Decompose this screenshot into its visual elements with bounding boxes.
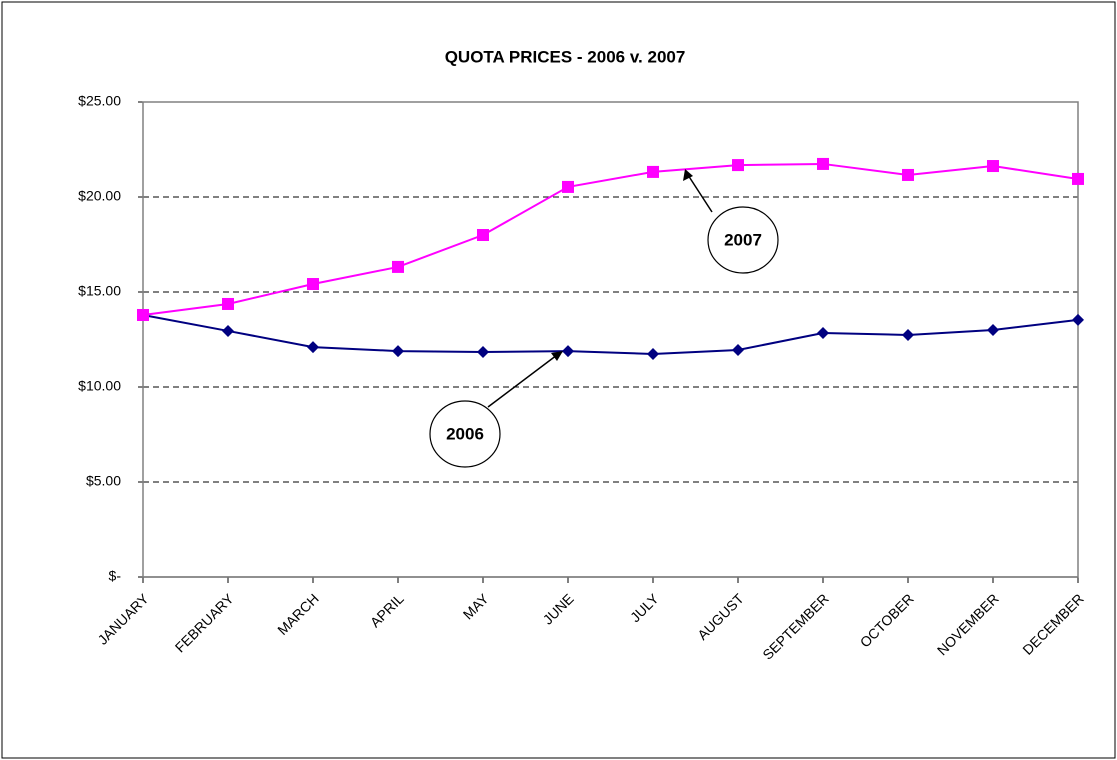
plot-border <box>142 101 1079 578</box>
y-tick-label: $20.00 <box>78 188 121 204</box>
arrow-head <box>683 169 693 181</box>
marker <box>902 168 914 181</box>
annotation-circle <box>429 400 501 468</box>
marker <box>392 345 404 358</box>
y-tick-label: $10.00 <box>78 378 121 394</box>
marker <box>222 297 234 310</box>
marker <box>477 346 489 359</box>
series-line <box>142 314 1079 355</box>
marker <box>902 328 914 341</box>
y-tick-label: $15.00 <box>78 283 121 299</box>
marker <box>1072 313 1084 326</box>
annotation-arrow <box>687 174 713 213</box>
y-tick-label: $- <box>109 568 122 584</box>
marker <box>987 160 999 173</box>
y-tick-label: $5.00 <box>86 473 121 489</box>
marker <box>137 308 149 321</box>
marker <box>647 165 659 178</box>
series-group <box>137 157 1084 360</box>
chart-title: QUOTA PRICES - 2006 v. 2007 <box>445 47 686 66</box>
marker <box>562 345 574 358</box>
marker <box>732 159 744 172</box>
annotation-arrow <box>487 354 558 408</box>
arrow-head <box>551 351 563 361</box>
annotation-circle <box>707 206 779 274</box>
marker <box>392 260 404 273</box>
annotation-label: 2007 <box>724 230 762 249</box>
marker <box>732 343 744 356</box>
marker <box>477 229 489 241</box>
annotation-2006: 2006 <box>429 351 563 468</box>
annotation-label: 2006 <box>446 424 484 443</box>
marker <box>817 157 829 170</box>
marker <box>222 324 234 337</box>
marker <box>562 180 574 193</box>
y-tick-label: $25.00 <box>78 93 121 109</box>
annotation-2007: 2007 <box>683 169 779 274</box>
series-line <box>142 162 1079 316</box>
marker <box>307 341 319 354</box>
marker <box>647 347 659 360</box>
marker <box>307 278 319 291</box>
marker <box>817 327 829 340</box>
marker <box>1072 172 1084 185</box>
marker <box>987 324 999 336</box>
